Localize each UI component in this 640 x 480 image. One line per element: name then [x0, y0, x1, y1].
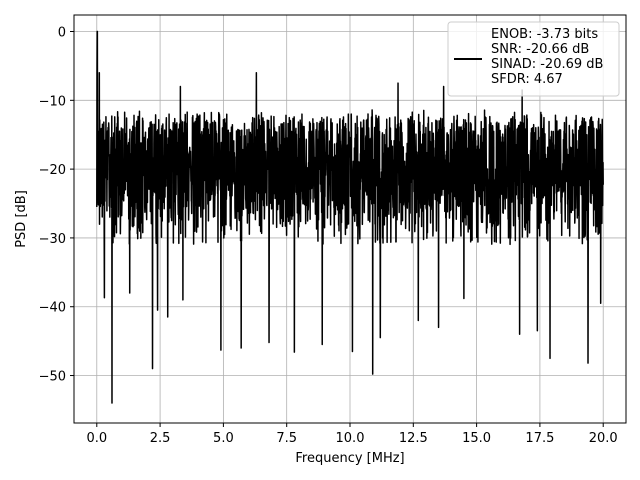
y-tick-label: −30	[39, 232, 66, 247]
y-axis-label: PSD [dB]	[14, 190, 29, 248]
legend-line-3: SINAD: -20.69 dB	[491, 57, 603, 72]
y-axis-ticks: 0 −10 −20 −30 −40 −50	[39, 26, 74, 385]
x-tick-label: 20.0	[589, 431, 618, 446]
legend-entry: ENOB: -3.73 bits SNR: -20.66 dB SINAD: -20…	[491, 27, 603, 87]
x-tick-label: 7.5	[276, 431, 297, 446]
x-tick-label: 2.5	[150, 431, 171, 446]
y-tick-label: −40	[39, 301, 66, 316]
x-tick-label: 12.5	[399, 431, 428, 446]
y-tick-label: 0	[58, 26, 66, 41]
legend-box	[447, 21, 620, 97]
legend-line-2: SNR: -20.66 dB	[491, 42, 589, 57]
y-tick-label: −10	[39, 94, 66, 109]
psd-series-line	[96, 30, 604, 404]
x-axis-label: Frequency [MHz]	[295, 451, 404, 466]
y-tick-label: −20	[39, 163, 66, 178]
x-tick-label: 5.0	[213, 431, 234, 446]
x-tick-label: 0.0	[86, 431, 107, 446]
legend-line-1: ENOB: -3.73 bits	[491, 27, 598, 42]
x-axis-ticks: 0.0 2.5 5.0 7.5 10.0 12.5 15.0 17.5 20.0	[86, 423, 618, 446]
y-tick-label: −50	[39, 370, 66, 385]
legend-line-4: SFDR: 4.67	[491, 72, 563, 87]
x-tick-label: 15.0	[462, 431, 491, 446]
x-tick-label: 10.0	[336, 431, 365, 446]
plot-area	[96, 30, 604, 404]
legend: ENOB: -3.73 bits SNR: -20.66 dB SINAD: -20…	[447, 21, 620, 97]
x-tick-label: 17.5	[525, 431, 554, 446]
